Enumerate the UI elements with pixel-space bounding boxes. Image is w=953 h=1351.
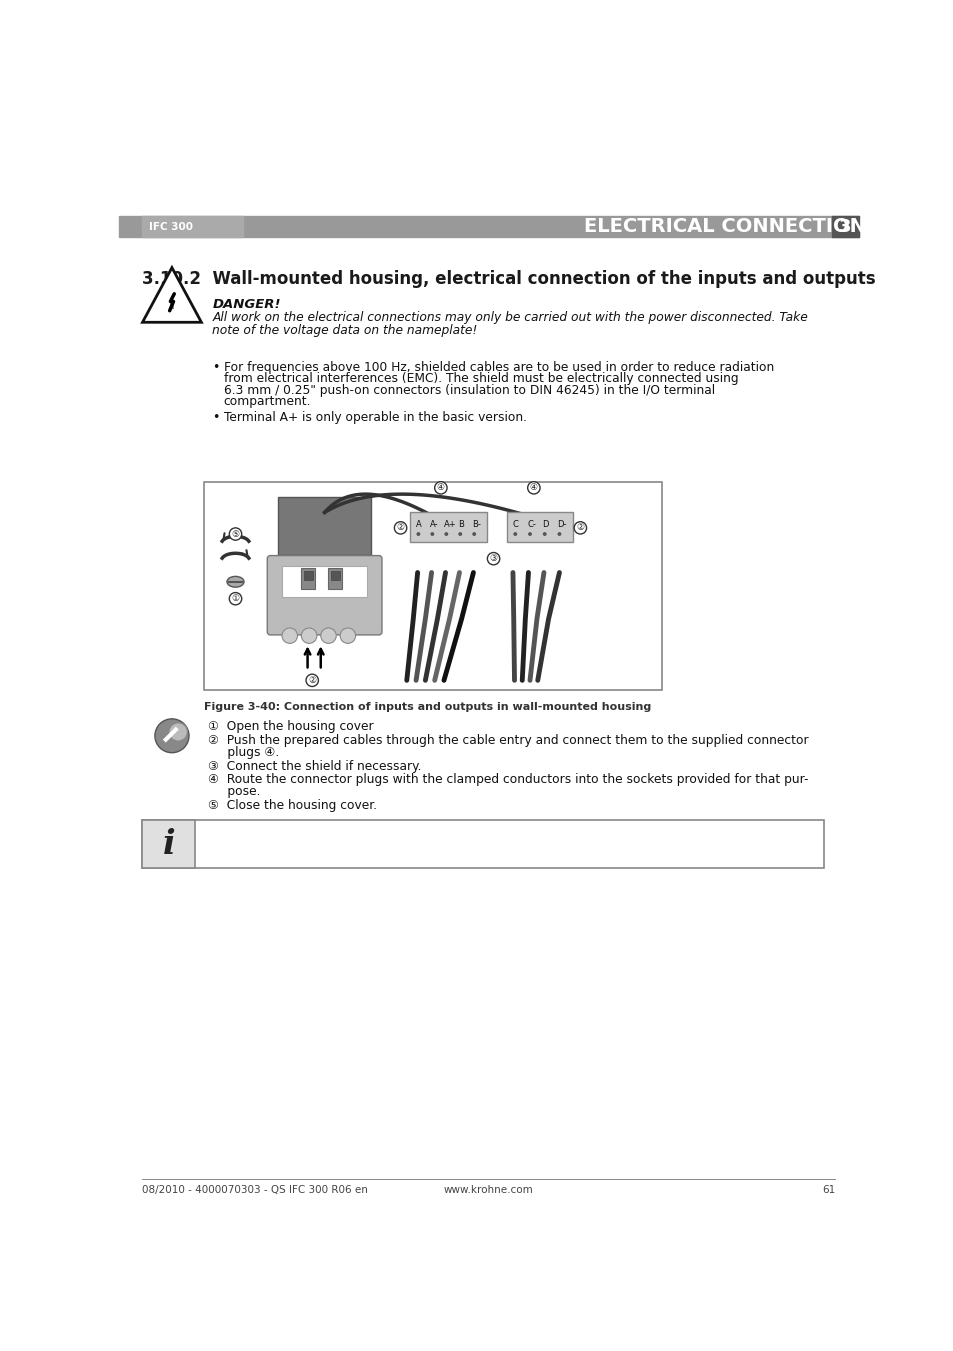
Text: DANGER!: DANGER!	[212, 299, 280, 312]
Circle shape	[301, 628, 316, 643]
Text: ④: ④	[529, 484, 537, 492]
Text: A+: A+	[443, 520, 456, 528]
Circle shape	[527, 482, 539, 494]
Text: 08/2010 - 4000070303 - QS IFC 300 R06 en: 08/2010 - 4000070303 - QS IFC 300 R06 en	[142, 1185, 368, 1194]
Text: INFORMATION!: INFORMATION!	[204, 831, 315, 844]
Text: 6.3 mm / 0.25" push-on connectors (insulation to DIN 46245) in the I/O terminal: 6.3 mm / 0.25" push-on connectors (insul…	[224, 384, 714, 397]
Bar	[410, 512, 487, 542]
Text: •: •	[212, 411, 219, 424]
Bar	[506, 512, 572, 542]
Circle shape	[154, 719, 189, 753]
Circle shape	[282, 628, 297, 643]
Ellipse shape	[227, 577, 244, 588]
Text: ②: ②	[396, 523, 404, 532]
Circle shape	[416, 532, 420, 536]
Text: pose.: pose.	[208, 785, 260, 798]
FancyBboxPatch shape	[267, 555, 381, 635]
Text: 61: 61	[821, 1185, 835, 1194]
Bar	[204, 482, 661, 689]
Text: B-: B-	[472, 520, 480, 528]
Circle shape	[574, 521, 586, 534]
Text: B: B	[457, 520, 463, 528]
Circle shape	[229, 593, 241, 605]
Text: ELECTRICAL CONNECTIONS: ELECTRICAL CONNECTIONS	[583, 218, 880, 236]
Text: D: D	[542, 520, 548, 528]
Text: ①: ①	[232, 594, 239, 603]
Bar	[142, 216, 243, 236]
Bar	[282, 566, 367, 597]
Text: 3: 3	[839, 218, 851, 236]
Text: •: •	[212, 361, 219, 374]
Text: Terminal A+ is only operable in the basic version.: Terminal A+ is only operable in the basi…	[224, 411, 526, 424]
Bar	[278, 497, 371, 555]
Circle shape	[229, 528, 241, 540]
Bar	[331, 571, 340, 580]
Text: A-: A-	[430, 520, 438, 528]
Text: ④: ④	[436, 484, 444, 492]
Circle shape	[435, 482, 447, 494]
Text: ②: ②	[576, 523, 584, 532]
Circle shape	[306, 674, 318, 686]
Text: A: A	[416, 520, 421, 528]
Circle shape	[394, 521, 406, 534]
Circle shape	[340, 628, 355, 643]
Text: 3.10.2  Wall-mounted housing, electrical connection of the inputs and outputs: 3.10.2 Wall-mounted housing, electrical …	[142, 270, 875, 288]
Circle shape	[472, 532, 476, 536]
Text: For frequencies above 100 Hz, shielded cables are to be used in order to reduce : For frequencies above 100 Hz, shielded c…	[224, 361, 773, 374]
Bar	[119, 216, 858, 236]
Text: Figure 3-40: Connection of inputs and outputs in wall-mounted housing: Figure 3-40: Connection of inputs and ou…	[204, 703, 651, 712]
Circle shape	[444, 532, 448, 536]
Text: C-: C-	[527, 520, 536, 528]
Text: www.krohne.com: www.krohne.com	[443, 1185, 534, 1194]
Bar	[301, 567, 315, 589]
Text: D-: D-	[557, 520, 566, 528]
Polygon shape	[142, 267, 201, 323]
Bar	[142, 820, 195, 869]
Text: ②  Push the prepared cables through the cable entry and connect them to the supp: ② Push the prepared cables through the c…	[208, 734, 808, 747]
Circle shape	[542, 532, 546, 536]
Circle shape	[320, 628, 335, 643]
Text: ⑤: ⑤	[232, 530, 239, 539]
Circle shape	[457, 532, 461, 536]
Text: ③  Connect the shield if necessary.: ③ Connect the shield if necessary.	[208, 759, 421, 773]
Bar	[303, 571, 313, 580]
Bar	[831, 216, 858, 236]
Text: note of the voltage data on the nameplate!: note of the voltage data on the nameplat…	[212, 324, 477, 336]
Text: All work on the electrical connections may only be carried out with the power di: All work on the electrical connections m…	[212, 312, 807, 324]
Bar	[142, 820, 823, 869]
Text: 𝄃: 𝄃	[170, 301, 173, 308]
Text: from electrical interferences (EMC). The shield must be electrically connected u: from electrical interferences (EMC). The…	[224, 373, 738, 385]
Text: Ensure that the housing gasket is properly fitted, clean and undamaged.: Ensure that the housing gasket is proper…	[204, 846, 649, 858]
Text: ①  Open the housing cover: ① Open the housing cover	[208, 720, 374, 734]
Circle shape	[169, 723, 187, 742]
Circle shape	[528, 532, 532, 536]
Circle shape	[430, 532, 434, 536]
Circle shape	[513, 532, 517, 536]
Circle shape	[557, 532, 560, 536]
Text: plugs ④.: plugs ④.	[208, 746, 279, 759]
Text: C: C	[513, 520, 518, 528]
Text: i: i	[162, 828, 175, 861]
Text: ③: ③	[489, 554, 497, 563]
Text: ②: ②	[308, 676, 316, 685]
Text: IFC 300: IFC 300	[149, 222, 193, 232]
Text: ⑤  Close the housing cover.: ⑤ Close the housing cover.	[208, 798, 377, 812]
Text: ④  Route the connector plugs with the clamped conductors into the sockets provid: ④ Route the connector plugs with the cla…	[208, 774, 808, 786]
Bar	[328, 567, 342, 589]
Text: compartment.: compartment.	[224, 396, 311, 408]
Circle shape	[487, 553, 499, 565]
